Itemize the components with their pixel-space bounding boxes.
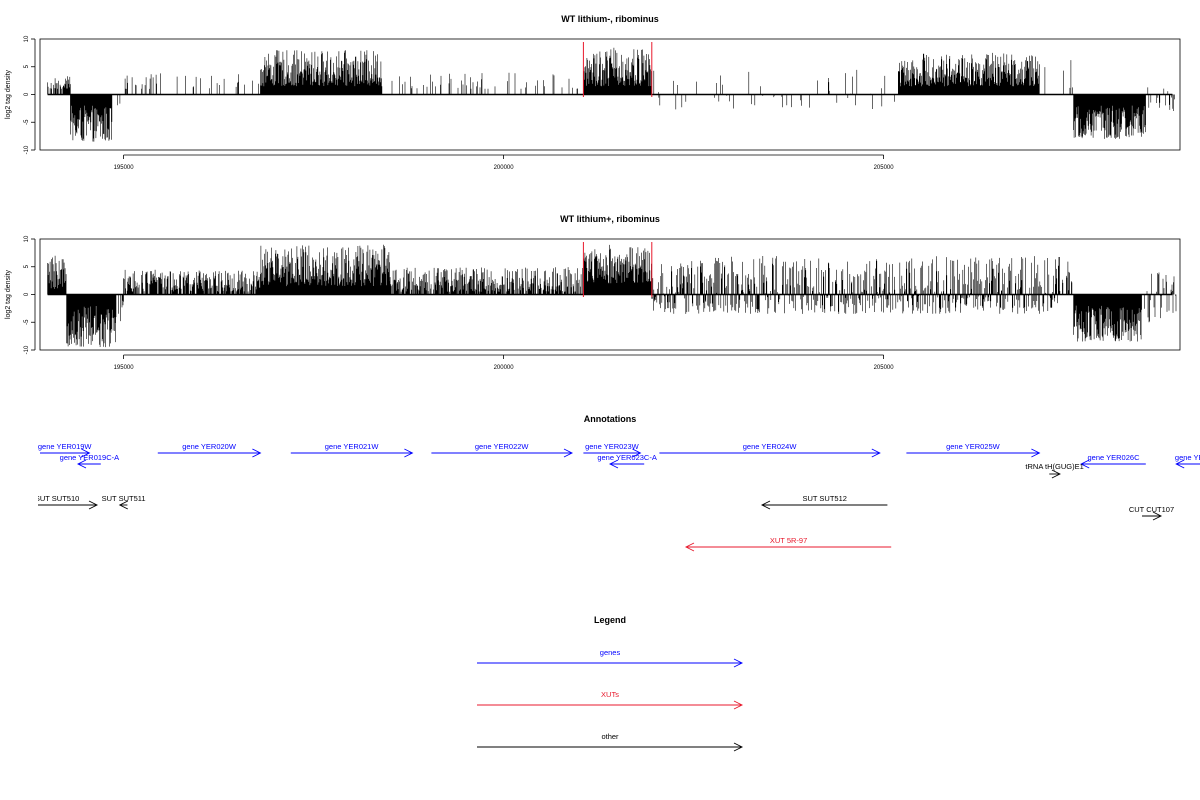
y-tick-label: 10 [24, 235, 30, 242]
feature-label: tRNA tH(GUG)E1 [1025, 462, 1083, 471]
feature-arrowhead [1175, 459, 1185, 469]
feature-label: XUT 5R-97 [770, 536, 807, 545]
plot-frame [39, 38, 1181, 151]
feature-arrowhead [684, 542, 695, 552]
y-tick-label: 0 [24, 92, 30, 96]
feature-gene: gene YER019C-A [60, 453, 119, 469]
plot-frame [39, 238, 1181, 351]
feature-label: gene YER026C [1088, 453, 1141, 462]
chart-title: WT lithium-, ribominus [561, 14, 659, 24]
y-axis-label: log2 tag density [5, 269, 12, 319]
legend: Legend genes XUTs other [477, 615, 744, 752]
feature-arrowhead [404, 448, 414, 458]
legend-title: Legend [594, 615, 626, 625]
legend-label: genes [600, 648, 621, 657]
feature-other: SUT SUT512 [760, 494, 888, 510]
y-tick-label: -5 [24, 319, 30, 325]
chart-panel-1: WT lithium-, ribominus -10 -5 0 5 10 log2 tag … [5, 14, 1181, 171]
feature-arrowhead [1080, 459, 1090, 469]
y-tick-label: -5 [24, 119, 30, 125]
x-tick-label: 195000 [114, 365, 135, 371]
density-bars [47, 47, 1175, 142]
y-tick-label: 5 [24, 64, 30, 68]
feature-arrowhead [1031, 448, 1041, 458]
feature-arrowhead [1152, 511, 1163, 521]
x-tick-label: 200000 [494, 165, 515, 171]
feature-arrowhead [632, 448, 642, 458]
feature-label: SUT SUT511 [102, 494, 146, 503]
density-bar-path [47, 47, 1175, 142]
feature-label: gene YER022W [475, 442, 530, 451]
feature-arrowhead [88, 500, 99, 510]
feature-arrowhead [76, 459, 87, 469]
feature-gene: gene YER024W [659, 442, 881, 458]
feature-label: gene YER023C-A [597, 453, 656, 462]
feature-label: gene YER025W [946, 442, 1001, 451]
feature-label: gene YER027C [1175, 453, 1200, 462]
feature-gene: gene YER025W [906, 442, 1041, 458]
x-tick-label: 205000 [874, 365, 895, 371]
feature-label: gene YER021W [325, 442, 380, 451]
annotations-title: Annotations [584, 414, 637, 424]
y-tick-label: 0 [24, 292, 30, 296]
feature-arrowhead [81, 448, 91, 458]
feature-other: CUT CUT107 [1129, 505, 1174, 521]
feature-gene: gene YER023C-A [597, 453, 657, 469]
feature-other: SUT SUT511 [102, 494, 146, 510]
feature-label: SUT SUT510 [35, 494, 79, 503]
legend-item: genes [477, 648, 744, 668]
feature-gene: gene YER022W [431, 442, 574, 458]
feature-gene: gene YER023W [583, 442, 642, 458]
feature-label: SUT SUT512 [802, 494, 846, 503]
feature-label: CUT CUT107 [1129, 505, 1174, 514]
chart-panel-2: WT lithium+, ribominus -10 -5 0 5 10 log2 tag … [5, 214, 1181, 371]
y-tick-label: -10 [24, 345, 30, 354]
legend-arrowhead [733, 700, 744, 710]
legend-item: XUTs [477, 690, 744, 710]
feature-arrowhead [563, 448, 574, 458]
x-tick-label: 195000 [114, 165, 135, 171]
feature-gene: gene YER020W [157, 442, 262, 458]
feature-arrowhead [871, 448, 881, 458]
feature-label: gene YER019W [38, 442, 93, 451]
legend-item: other [477, 732, 744, 752]
feature-arrowhead [608, 459, 619, 469]
density-bars [47, 244, 1177, 348]
feature-arrowhead [252, 448, 262, 458]
feature-gene: gene YER026C [1080, 453, 1146, 469]
feature-label: gene YER024W [743, 442, 798, 451]
legend-arrowhead [733, 742, 744, 752]
feature-arrowhead [118, 500, 129, 510]
feature-other: SUT SUT510 [35, 494, 99, 510]
feature-arrowhead [1051, 469, 1061, 479]
x-tick-label: 205000 [874, 165, 895, 171]
density-bar-path [47, 244, 1177, 348]
y-tick-label: -10 [24, 145, 30, 154]
legend-label: XUTs [601, 690, 619, 699]
legend-label: other [601, 732, 619, 741]
chart-title: WT lithium+, ribominus [560, 214, 660, 224]
y-tick-label: 10 [24, 35, 30, 42]
feature-label: gene YER020W [182, 442, 237, 451]
feature-xut: XUT 5R-97 [684, 536, 892, 552]
feature-gene: gene YER027C [1175, 453, 1200, 469]
feature-gene: gene YER019W [38, 442, 93, 458]
y-axis-label: log2 tag density [5, 69, 12, 119]
annotations-features: gene YER019W gene YER019C-A gene YER020W ge… [35, 442, 1200, 552]
feature-arrowhead [760, 500, 771, 510]
legend-arrowhead [733, 658, 744, 668]
y-tick-label: 5 [24, 264, 30, 268]
feature-other: tRNA tH(GUG)E1 [1025, 462, 1084, 479]
feature-label: gene YER023W [585, 442, 640, 451]
feature-label: gene YER019C-A [60, 453, 119, 462]
feature-gene: gene YER021W [290, 442, 414, 458]
x-tick-label: 200000 [494, 365, 515, 371]
